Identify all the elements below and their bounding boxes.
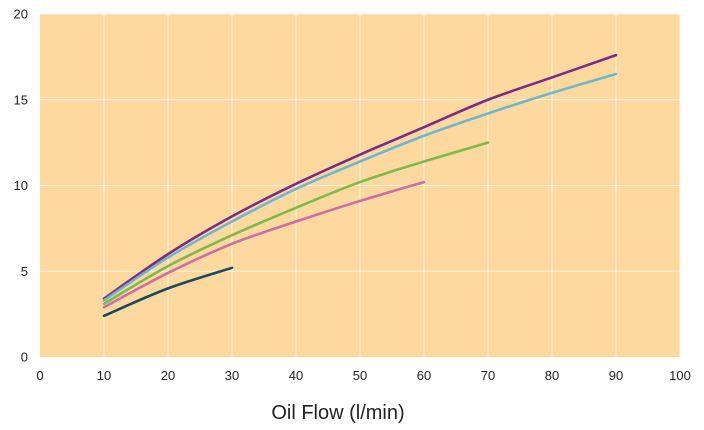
x-tick-label: 100	[669, 368, 691, 383]
x-tick-label: 90	[609, 368, 623, 383]
x-tick-label: 80	[545, 368, 559, 383]
x-axis-title: Oil Flow (l/min)	[271, 402, 404, 424]
x-tick-label: 70	[481, 368, 495, 383]
series-line-4	[102, 180, 426, 309]
y-axis-ticks: 0 5 10 15 20	[14, 7, 28, 365]
series-line-3	[102, 141, 490, 306]
x-tick-label: 30	[225, 368, 239, 383]
series-line-2	[102, 72, 618, 302]
y-tick-label: 5	[21, 264, 28, 279]
gridlines	[40, 13, 681, 357]
x-tick-label: 0	[36, 368, 43, 383]
x-tick-label: 60	[417, 368, 431, 383]
x-axis-ticks: 0 10 20 30 40 50 60 70 80 90 100	[36, 368, 690, 383]
y-tick-label: 0	[21, 350, 28, 365]
series-line-5	[102, 266, 234, 318]
y-tick-label: 10	[14, 178, 28, 193]
x-tick-label: 10	[97, 368, 111, 383]
y-tick-label: 15	[14, 92, 28, 107]
y-tick-label: 20	[14, 7, 28, 22]
x-tick-label: 50	[353, 368, 367, 383]
series-lines	[102, 53, 618, 318]
x-tick-label: 20	[161, 368, 175, 383]
series-line-1	[102, 53, 618, 300]
x-tick-label: 40	[289, 368, 303, 383]
